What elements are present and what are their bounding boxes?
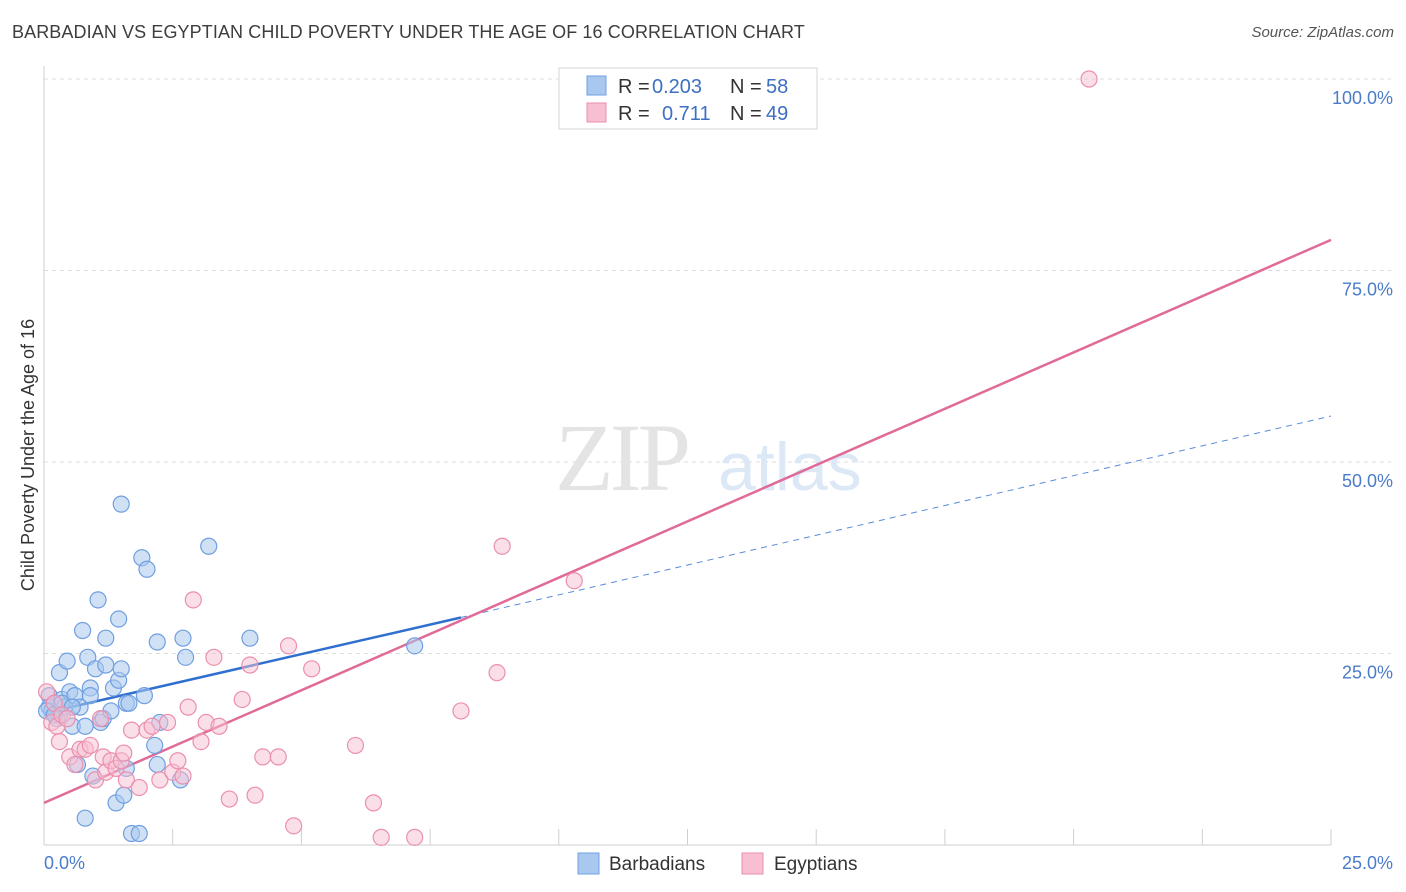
barbadian-point — [406, 637, 424, 655]
barbadian-point — [115, 786, 133, 804]
barbadian-point — [146, 736, 164, 755]
correlation-legend: R = 0.203 N = 58 R = 0.711 N = 49 — [558, 67, 818, 130]
egyptian-point — [50, 732, 69, 751]
trend-lines — [43, 238, 1332, 805]
barbadian-point — [74, 621, 92, 640]
x-tick-label: 25.0% — [1342, 853, 1393, 873]
bottom-legend-label-egyptians: Egyptians — [774, 854, 857, 875]
legend-swatch-egyptians — [586, 102, 607, 123]
y-tick-labels: 25.0% 50.0% 75.0% 100.0% — [1332, 88, 1393, 683]
egyptian-point — [122, 721, 141, 739]
legend-r-label-2: R = — [618, 103, 650, 125]
barbadian-point — [138, 560, 156, 578]
egyptian-point — [169, 752, 187, 770]
barbadian-point — [241, 629, 259, 647]
egyptian-point — [488, 664, 506, 682]
axes — [43, 66, 1332, 846]
egyptian-point — [92, 710, 110, 728]
egyptian-point — [66, 755, 84, 774]
y-tick-label: 100.0% — [1332, 88, 1393, 108]
egyptian-point — [493, 537, 511, 555]
watermark-atlas: atlas — [718, 429, 862, 505]
egyptian-point — [184, 591, 202, 609]
legend-r-label-1: R = — [618, 76, 650, 98]
series-legend: Barbadians Egyptians — [577, 852, 857, 875]
bottom-legend-label-barbadians: Barbadians — [609, 854, 705, 875]
egyptian-point — [81, 736, 99, 755]
chart-source: Source: ZipAtlas.com — [1251, 24, 1394, 41]
egyptian-point — [285, 817, 303, 835]
egyptian-point — [151, 771, 169, 789]
gridlines — [44, 78, 1391, 654]
egyptian-point — [269, 748, 287, 766]
barbadian-point — [200, 537, 218, 555]
egyptian-point — [158, 713, 177, 732]
legend-swatch-barbadians — [586, 75, 607, 96]
barbadian-point — [97, 656, 115, 674]
egyptian-points — [37, 70, 1098, 846]
egyptian-point — [279, 637, 298, 655]
bottom-legend-swatch-barbadians — [577, 852, 600, 875]
egyptian-point — [210, 717, 228, 735]
y-axis-label: Child Poverty Under the Age of 16 — [18, 319, 38, 591]
legend-n-value-2: 49 — [766, 103, 788, 125]
watermark-zip: ZIP — [555, 404, 688, 511]
legend-r-value-2: 0.711 — [662, 103, 711, 125]
egyptian-trend-line — [43, 238, 1332, 805]
egyptian-point — [174, 767, 192, 785]
barbadian-trend-extension — [460, 415, 1332, 618]
barbadian-point — [110, 610, 128, 628]
y-tick-label: 75.0% — [1342, 280, 1393, 300]
barbadian-point — [174, 629, 192, 647]
barbadian-point — [76, 809, 94, 827]
egyptian-point — [364, 794, 383, 812]
barbadian-point — [148, 633, 166, 651]
egyptian-point — [192, 732, 210, 751]
barbadian-point — [112, 495, 130, 513]
egyptian-point — [346, 736, 365, 755]
chart-title: BARBADIAN VS EGYPTIAN CHILD POVERTY UNDE… — [12, 22, 805, 42]
barbadian-point — [76, 717, 94, 735]
barbadian-point — [120, 694, 138, 712]
egyptian-point — [130, 778, 148, 797]
egyptian-point — [115, 744, 133, 762]
egyptian-point — [452, 702, 470, 720]
barbadian-point — [81, 687, 99, 705]
egyptian-point — [58, 710, 76, 728]
egyptian-point — [1080, 70, 1098, 88]
barbadian-point — [130, 824, 148, 843]
y-tick-label: 50.0% — [1342, 471, 1393, 491]
x-tick-labels: 0.0% 25.0% — [44, 853, 1393, 873]
barbadian-point — [58, 652, 76, 670]
egyptian-point — [303, 660, 321, 678]
egyptian-point — [233, 690, 251, 709]
y-tick-label: 25.0% — [1342, 663, 1393, 683]
egyptian-point — [254, 748, 272, 766]
barbadian-points — [37, 495, 424, 843]
egyptian-point — [246, 786, 264, 804]
egyptian-point — [117, 771, 135, 789]
legend-n-label-2: N = — [730, 103, 762, 125]
barbadian-point — [97, 629, 115, 647]
egyptian-point — [565, 572, 583, 590]
legend-r-value-1: 0.203 — [652, 76, 702, 98]
egyptian-point — [179, 698, 197, 716]
x-tick-label: 0.0% — [44, 853, 85, 873]
egyptian-point — [205, 648, 223, 666]
barbadian-point — [89, 591, 107, 609]
egyptian-point — [406, 828, 424, 846]
barbadian-point — [148, 755, 166, 774]
barbadian-point — [176, 648, 195, 666]
egyptian-point — [372, 828, 390, 846]
barbadian-point — [112, 660, 130, 678]
egyptian-point — [220, 790, 238, 808]
legend-n-value-1: 58 — [766, 76, 788, 98]
egyptian-point — [241, 656, 259, 674]
legend-n-label-1: N = — [730, 76, 762, 98]
egyptian-point — [143, 717, 161, 735]
barbadian-point — [135, 687, 153, 705]
bottom-legend-swatch-egyptians — [741, 852, 764, 875]
